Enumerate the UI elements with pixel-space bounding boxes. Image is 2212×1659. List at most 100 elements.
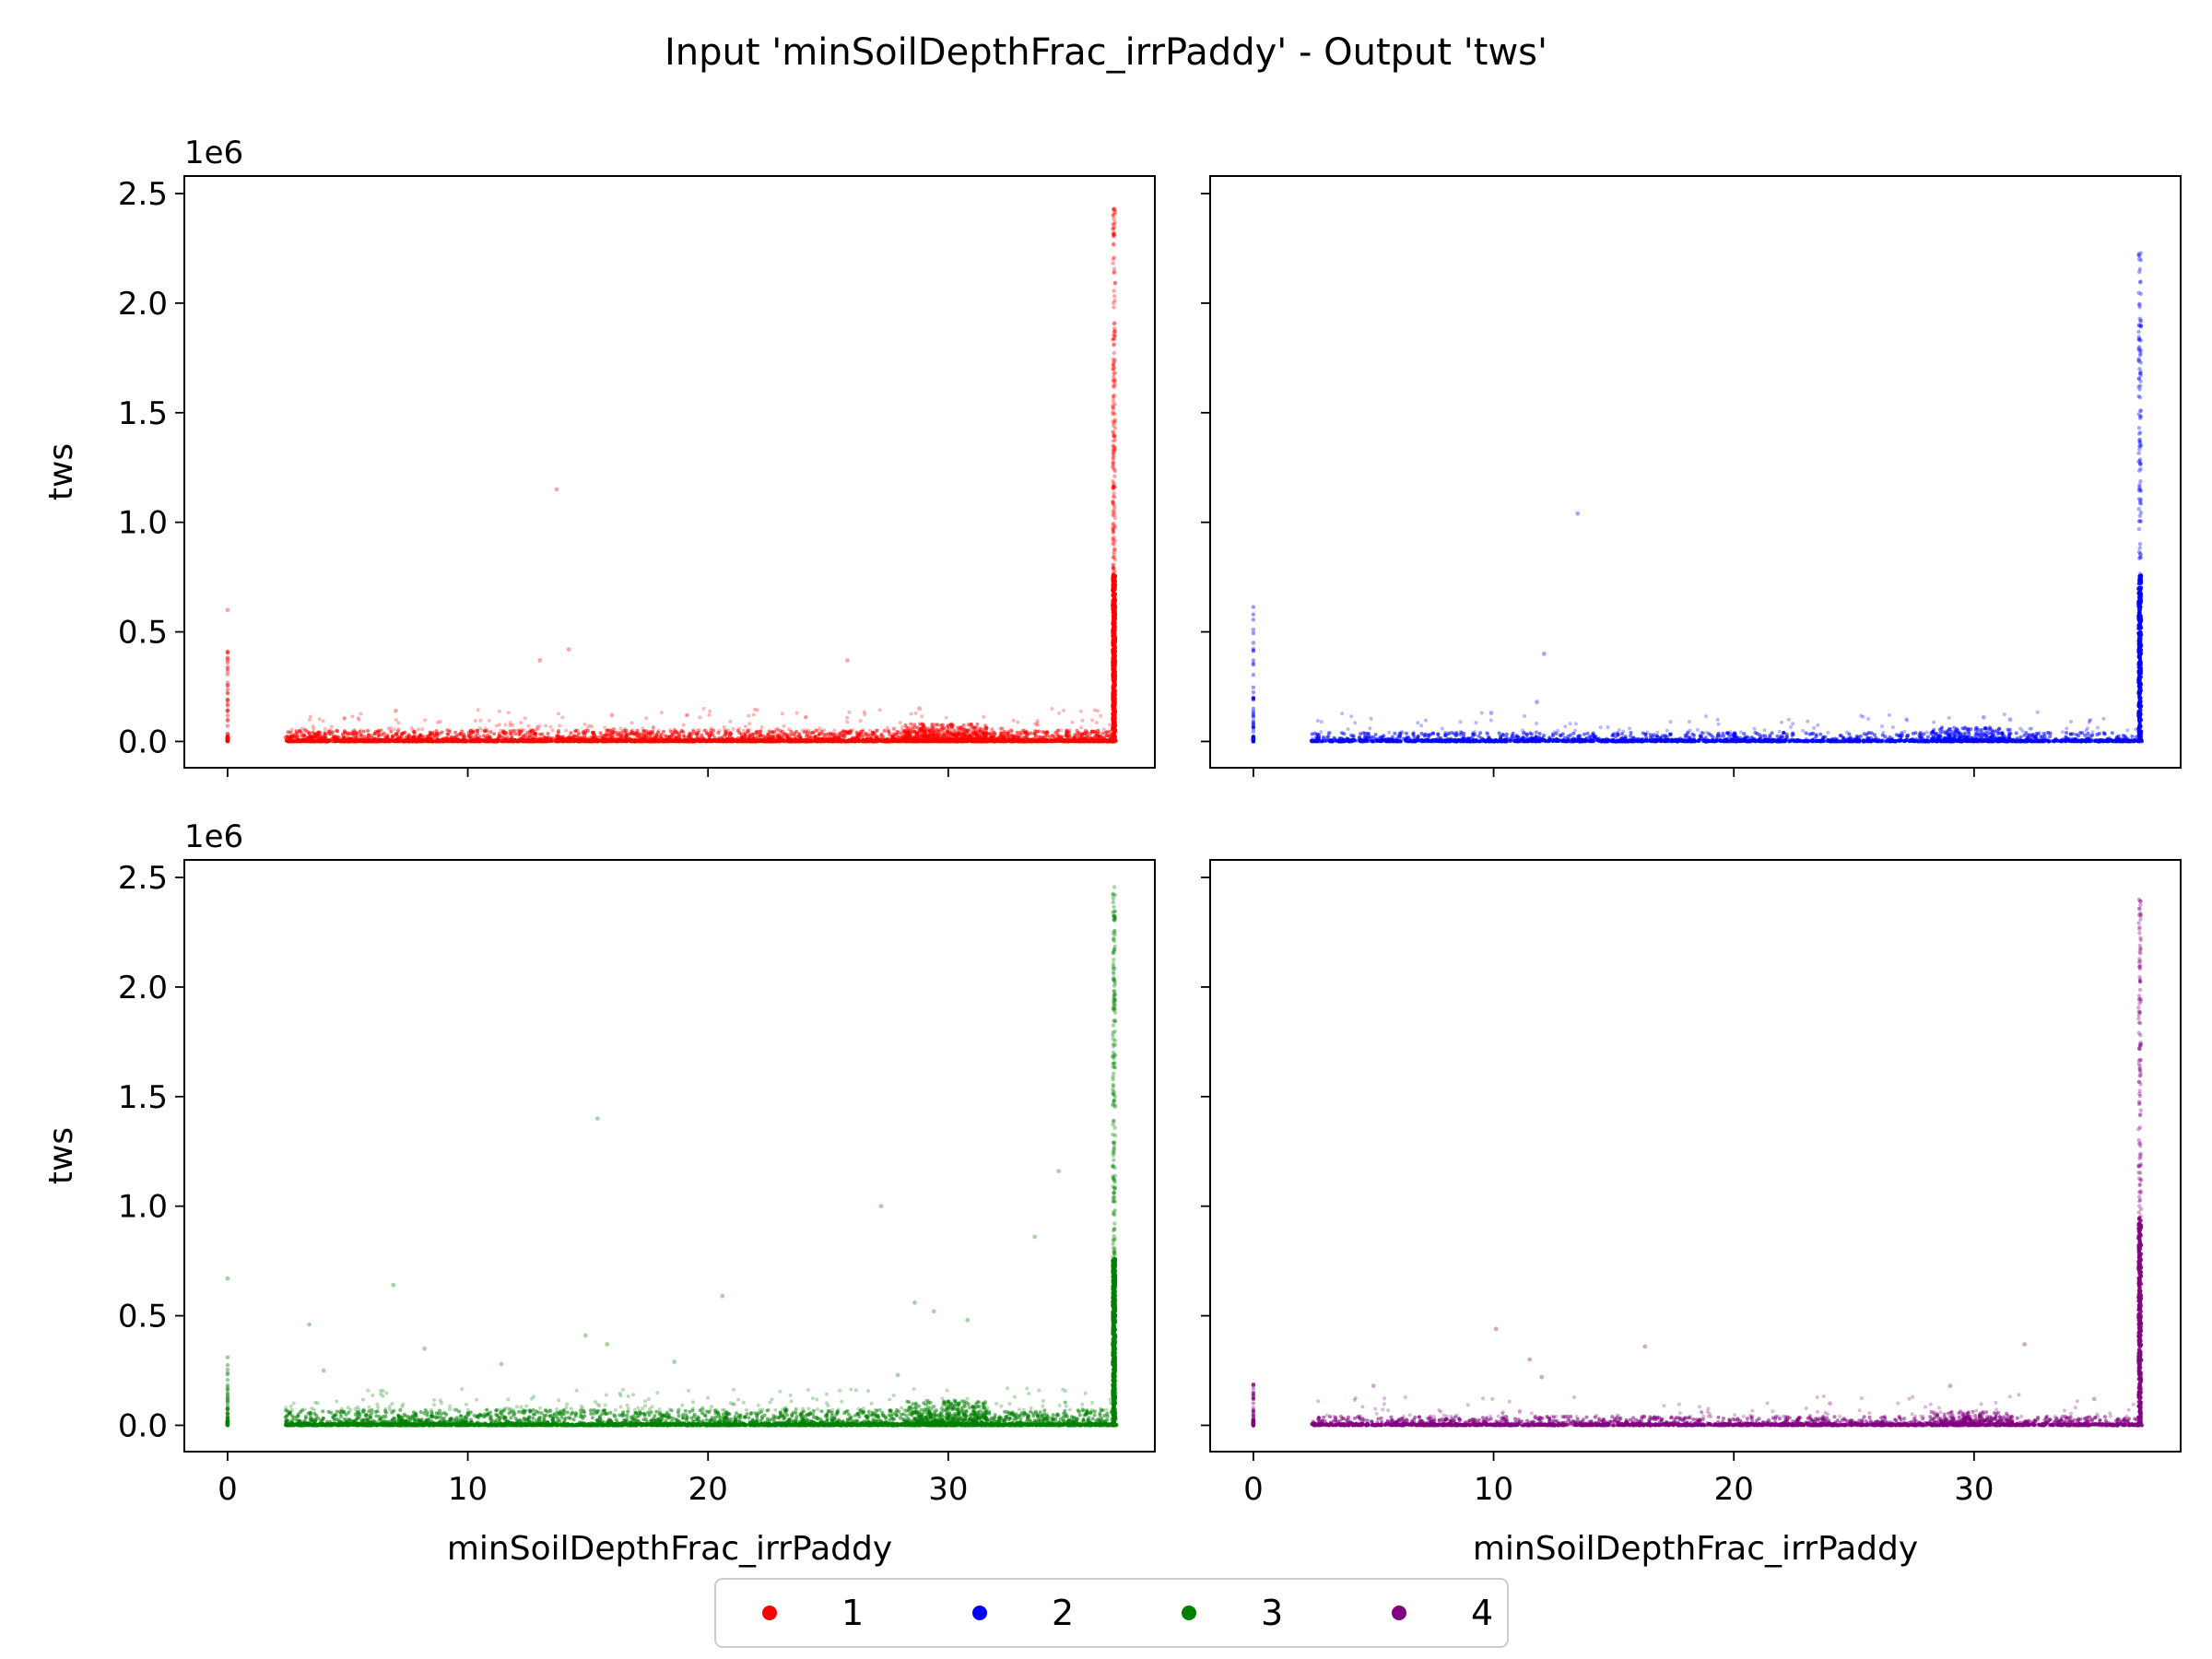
data-point — [1112, 321, 1117, 325]
data-point — [659, 711, 664, 715]
data-point — [419, 738, 424, 743]
scatter-series-1 — [225, 206, 1118, 744]
data-point — [1112, 626, 1116, 630]
data-point — [225, 708, 230, 712]
data-point — [1057, 711, 1062, 715]
data-point — [1111, 574, 1116, 579]
data-point — [488, 730, 493, 735]
data-point — [623, 727, 628, 731]
data-point — [1112, 288, 1116, 293]
data-point — [225, 724, 230, 728]
data-point — [582, 722, 587, 726]
data-point — [708, 709, 712, 713]
data-point — [1111, 686, 1115, 690]
data-point — [1111, 555, 1116, 559]
data-point — [1111, 494, 1116, 499]
data-point — [359, 712, 363, 716]
data-point — [1112, 648, 1117, 653]
data-point — [832, 739, 837, 744]
data-point — [1065, 733, 1069, 737]
data-point — [656, 728, 661, 733]
data-point — [456, 738, 462, 744]
data-point — [629, 738, 634, 743]
data-point — [1045, 734, 1050, 738]
data-point — [822, 728, 827, 733]
data-point — [1105, 730, 1110, 735]
data-point — [1009, 739, 1015, 744]
data-point — [680, 728, 685, 733]
data-point — [519, 721, 524, 724]
data-point — [394, 708, 398, 713]
data-point — [968, 734, 972, 738]
data-point — [394, 718, 398, 723]
data-point — [1111, 704, 1116, 709]
data-point — [546, 732, 550, 735]
data-point — [771, 738, 776, 743]
data-point — [845, 658, 850, 663]
data-point — [717, 728, 722, 733]
data-point — [1111, 256, 1116, 262]
y-tick-label: 2.5 — [118, 176, 168, 213]
data-point — [445, 728, 450, 733]
data-point — [984, 726, 989, 731]
data-point — [845, 715, 849, 720]
data-point — [494, 724, 499, 728]
data-point — [396, 721, 401, 725]
data-point — [503, 723, 508, 727]
data-point — [728, 719, 733, 724]
data-point — [928, 725, 933, 730]
data-point — [478, 718, 483, 723]
data-point — [861, 728, 865, 733]
data-point — [356, 716, 360, 721]
data-point — [401, 738, 406, 744]
data-point — [610, 738, 615, 743]
data-point — [755, 708, 759, 712]
data-point — [1112, 281, 1118, 286]
data-point — [842, 733, 847, 737]
subplots: 0.00.51.01.52.02.51e6tws0.00.51.01.52.02… — [42, 135, 2182, 1568]
data-point — [1071, 735, 1076, 740]
data-point — [1111, 213, 1115, 218]
data-point — [641, 726, 645, 731]
data-point — [961, 737, 966, 742]
data-point — [300, 726, 304, 731]
data-point — [307, 731, 312, 735]
data-point — [909, 722, 913, 726]
data-point — [1112, 474, 1117, 478]
data-point — [423, 718, 428, 723]
data-point — [436, 738, 441, 744]
data-point — [830, 732, 835, 736]
data-point — [537, 658, 543, 663]
data-point — [904, 725, 909, 730]
data-point — [649, 732, 653, 736]
data-point — [554, 487, 559, 492]
data-point — [741, 728, 746, 733]
data-point — [1112, 612, 1117, 618]
data-point — [804, 714, 808, 719]
data-point — [704, 728, 709, 733]
data-point — [871, 739, 876, 744]
data-point — [982, 735, 986, 740]
data-point — [836, 739, 841, 744]
data-point — [484, 726, 488, 731]
data-point — [1112, 233, 1116, 238]
data-point — [1000, 726, 1004, 731]
data-point — [225, 713, 230, 718]
data-point — [585, 726, 590, 731]
data-point — [373, 729, 378, 734]
data-point — [383, 735, 387, 739]
data-point — [382, 731, 386, 735]
data-point — [786, 738, 791, 743]
y-offset-label: 1e6 — [184, 135, 243, 171]
data-point — [832, 728, 837, 733]
data-point — [974, 735, 979, 740]
data-point — [486, 739, 491, 744]
data-point — [1097, 739, 1102, 744]
data-point — [491, 739, 497, 744]
data-point — [874, 728, 878, 733]
data-point — [566, 647, 571, 652]
data-point — [786, 727, 791, 732]
data-point — [910, 739, 914, 744]
data-point — [965, 739, 970, 744]
data-point — [698, 715, 702, 720]
